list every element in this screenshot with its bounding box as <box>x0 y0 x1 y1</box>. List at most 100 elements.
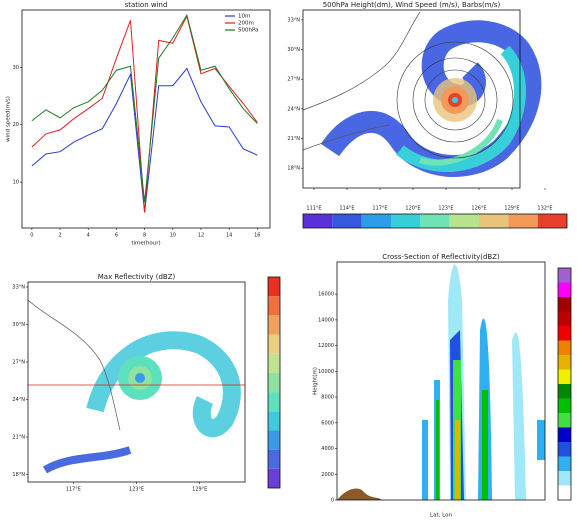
colorbar-swatch <box>268 449 280 469</box>
x-tick-label: 114°E <box>339 206 354 212</box>
colorbar-swatch <box>537 214 567 228</box>
chart-title: 500hPa Height(dm), Wind Speed (m/s), Bar… <box>323 1 501 9</box>
colorbar-swatch <box>268 334 280 354</box>
plot-frame <box>302 9 521 189</box>
x-tick-label: 10 <box>170 233 176 239</box>
colorbar-swatch <box>268 372 280 393</box>
x-tick-label: 123°E <box>129 487 144 493</box>
x-tick-label: 2 <box>58 233 61 239</box>
y-tick-label: 27°N <box>287 77 300 83</box>
colorbar-swatch <box>268 468 280 488</box>
chart-title: Cross-Section of Reflectivity(dBZ) <box>382 253 500 261</box>
x-tick-label: 6 <box>115 233 118 239</box>
colorbar-swatch <box>558 268 571 283</box>
colorbar-swatch <box>361 214 391 228</box>
colorbar-swatch <box>268 277 280 297</box>
y-axis-label: Height(m) <box>313 367 319 395</box>
reflectivity-field <box>27 299 245 474</box>
y-tick-label: 33°N <box>287 17 300 23</box>
colorbar-swatch <box>558 471 571 486</box>
colorbar-swatch <box>391 214 421 228</box>
y-tick-label: 20 <box>13 122 19 128</box>
y-tick-label: 6000 <box>321 420 334 426</box>
y-tick-label: 27°N <box>12 360 25 366</box>
colorbar-swatch <box>558 442 571 457</box>
x-tick-label: 8 <box>143 233 146 239</box>
x-tick-label: 129°E <box>192 487 207 493</box>
data-line <box>31 67 258 213</box>
legend-label: 200m <box>238 21 254 27</box>
colorbar-swatch <box>558 384 571 399</box>
y-tick-label: 4000 <box>321 446 334 452</box>
colorbar-swatch <box>558 326 571 341</box>
section-field <box>337 264 545 500</box>
legend-label: 500hPa <box>238 28 258 34</box>
colorbar-swatch <box>268 430 280 450</box>
y-tick-label: 21°N <box>287 136 300 142</box>
x-tick-label: 123°E <box>438 206 453 212</box>
y-tick-label: 16000 <box>318 292 334 298</box>
colorbar-swatch <box>558 485 571 500</box>
colorbar-swatch <box>558 297 571 312</box>
y-tick-label: 21°N <box>12 435 25 441</box>
y-axis-label: wind speed(m/s) <box>6 96 12 142</box>
colorbar-swatch <box>332 214 362 228</box>
colorbar-frame <box>267 276 281 489</box>
colorbar-frame <box>557 267 572 501</box>
x-tick-label: 0 <box>30 233 33 239</box>
x-tick-label: 14 <box>226 233 232 239</box>
y-tick-label: 12000 <box>318 343 334 349</box>
colorbar-swatch <box>268 392 280 412</box>
y-tick-label: 10000 <box>318 369 334 375</box>
colorbar-swatch <box>558 413 571 428</box>
colorbar-swatch <box>558 427 571 442</box>
x-tick-label: 117°E <box>372 206 387 212</box>
wind-field <box>302 11 542 177</box>
colorbar-swatch <box>558 282 571 297</box>
x-axis-label: time(hour) <box>131 241 160 247</box>
colorbar-swatch <box>479 214 509 228</box>
colorbar-swatch <box>508 214 538 228</box>
y-tick-label: 24°N <box>12 397 25 403</box>
y-tick-label: 33°N <box>12 285 25 291</box>
y-tick-label: 18°N <box>12 472 25 478</box>
colorbar-swatch <box>558 340 571 355</box>
y-tick-label: 30°N <box>12 322 25 328</box>
y-tick-label: 24°N <box>287 106 300 112</box>
colorbar-swatch <box>268 353 280 373</box>
x-tick-label: 126°E <box>471 206 486 212</box>
x-tick-label: 12 <box>198 233 204 239</box>
x-axis-label: Lat, Lon <box>430 513 452 519</box>
y-tick-label: 30 <box>13 65 19 71</box>
y-tick-label: 2000 <box>321 472 334 478</box>
y-tick-label: 8000 <box>321 395 334 401</box>
x-tick-label: 16 <box>254 233 260 239</box>
colorbar-swatch <box>558 311 571 326</box>
data-line <box>31 13 258 203</box>
y-tick-label: 0 <box>331 498 334 504</box>
y-tick-label: 30°N <box>287 47 300 53</box>
colorbar-frame <box>302 213 568 229</box>
x-tick-label: 4 <box>87 233 90 239</box>
legend-label: 10m <box>238 14 250 20</box>
y-tick-label: 10 <box>13 180 19 186</box>
colorbar-swatch <box>558 369 571 384</box>
colorbar-swatch <box>558 355 571 370</box>
chart-title: Max Reflectivity (dBZ) <box>98 273 176 281</box>
x-tick-label: 117°E <box>66 487 81 493</box>
colorbar-swatch <box>268 411 280 431</box>
data-line <box>31 14 258 213</box>
colorbar-swatch <box>268 315 280 335</box>
x-tick-label: 129°E <box>504 206 519 212</box>
chart-title: station wind <box>125 1 168 9</box>
x-tick-label: 111°E <box>306 206 321 212</box>
plot-frame <box>21 9 271 229</box>
colorbar-swatch <box>449 214 479 228</box>
x-tick-label: 132°E <box>537 206 552 212</box>
plot-frame <box>336 261 546 501</box>
colorbar-swatch <box>268 296 280 316</box>
y-tick-label: 18°N <box>287 166 300 172</box>
x-tick-label: 120°E <box>405 206 420 212</box>
colorbar-swatch <box>420 214 450 228</box>
